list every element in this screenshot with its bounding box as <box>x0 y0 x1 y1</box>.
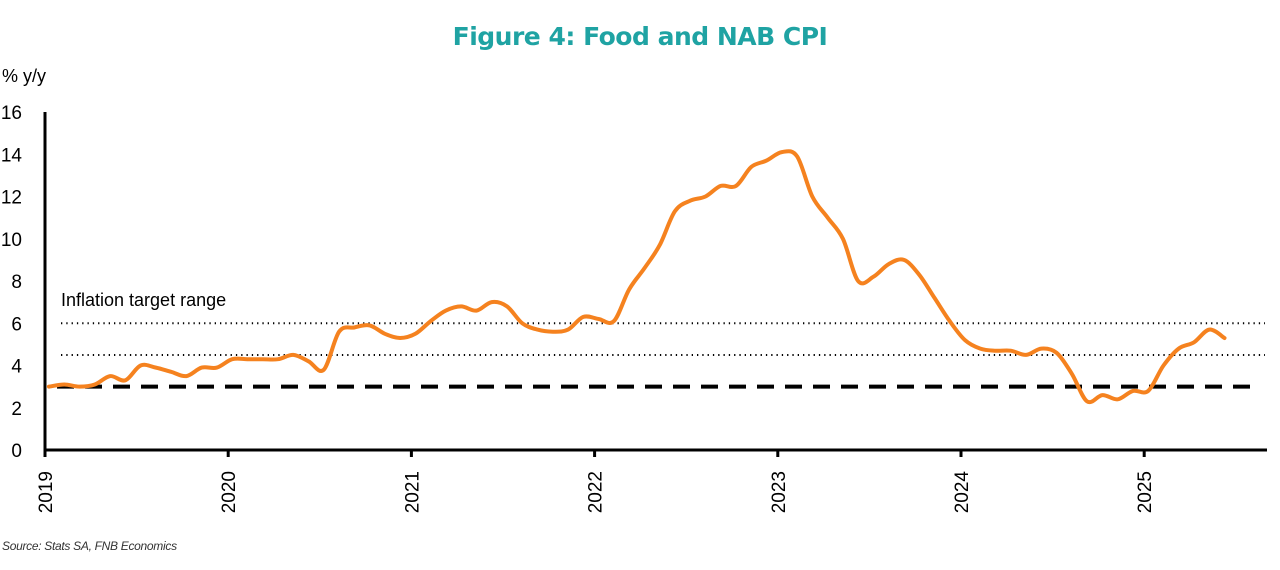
reference-lines <box>57 322 1265 389</box>
series-line-food-nab-cpi <box>47 149 1227 405</box>
y-tick-label: 12 <box>1 188 22 209</box>
y-tick-label: 16 <box>1 103 22 124</box>
x-tick-label: 2024 <box>952 471 973 514</box>
y-tick-labels: 0 2 4 6 8 10 12 14 16 <box>1 103 23 462</box>
x-tick-label: 2025 <box>1135 471 1156 513</box>
x-tick-label: 2019 <box>36 471 57 513</box>
y-tick-label: 0 <box>11 441 22 462</box>
axes <box>43 112 1267 457</box>
x-tick-label: 2023 <box>769 471 790 513</box>
y-tick-label: 10 <box>1 230 22 251</box>
y-tick-label: 4 <box>11 357 22 378</box>
x-tick-label: 2022 <box>586 471 607 513</box>
x-tick-label: 2021 <box>402 471 423 513</box>
y-tick-label: 2 <box>11 399 22 420</box>
x-tick-labels: 2019 2020 2021 2022 2023 2024 2025 <box>36 471 1156 514</box>
series-group <box>47 149 1227 405</box>
y-tick-label: 14 <box>1 145 23 166</box>
y-axis-label: % y/y <box>2 66 47 86</box>
target-range-annotation: Inflation target range <box>61 290 226 310</box>
y-tick-label: 8 <box>11 272 22 293</box>
y-tick-label: 6 <box>11 314 22 335</box>
x-tick-label: 2020 <box>219 471 240 513</box>
chart-title: Figure 4: Food and NAB CPI <box>452 22 828 51</box>
source-note: Source: Stats SA, FNB Economics <box>2 539 177 553</box>
